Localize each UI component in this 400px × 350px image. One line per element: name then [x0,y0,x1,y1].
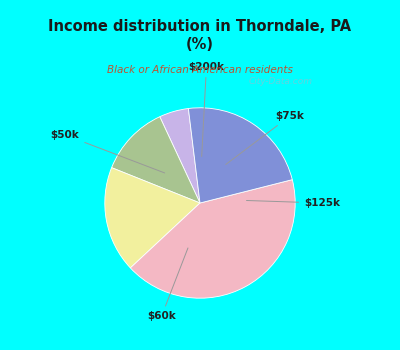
Text: City-Data.com: City-Data.com [249,77,313,86]
Text: Black or African American residents: Black or African American residents [107,65,293,75]
Wedge shape [160,108,200,203]
Text: $75k: $75k [226,111,304,164]
Text: $200k: $200k [188,62,224,156]
Wedge shape [112,117,200,203]
Wedge shape [105,168,200,268]
Text: $50k: $50k [51,130,165,173]
Text: Income distribution in Thorndale, PA
(%): Income distribution in Thorndale, PA (%) [48,19,352,52]
Wedge shape [130,180,295,298]
Text: $125k: $125k [246,198,340,208]
Wedge shape [188,108,292,203]
Text: $60k: $60k [147,248,188,321]
